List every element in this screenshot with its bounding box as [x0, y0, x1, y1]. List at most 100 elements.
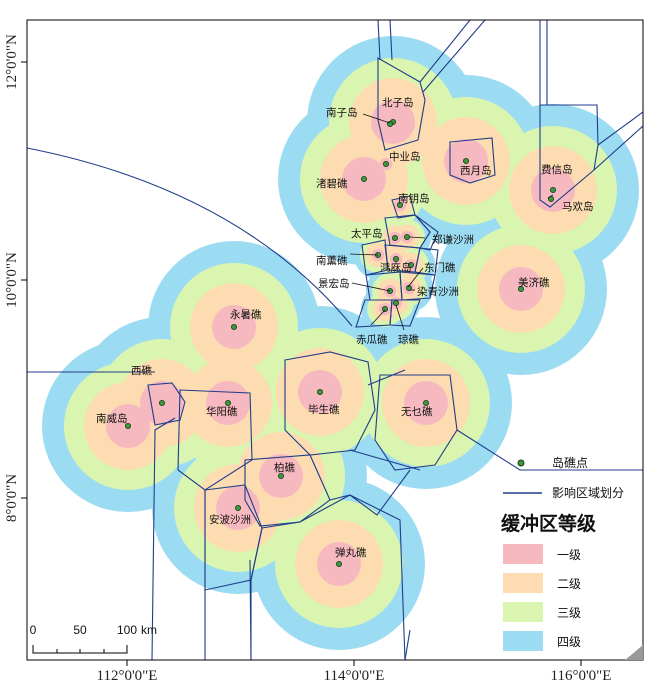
legend-level-label: 三级 [557, 606, 581, 620]
island-point [407, 261, 414, 268]
place-label-dongmen: 东门礁 [424, 261, 456, 274]
boundary-line [367, 369, 406, 386]
place-label-nanzi: 南子岛 [326, 106, 358, 119]
boundary-line [329, 469, 411, 516]
cell-xiyue [449, 137, 496, 184]
island-point [392, 255, 399, 262]
place-label-qiong: 琼礁 [398, 333, 419, 346]
map-frame [26, 19, 644, 661]
leader-line [547, 194, 554, 199]
island-point [396, 201, 403, 208]
place-label-bisheng: 毕生礁 [308, 403, 340, 416]
leader-line [395, 304, 405, 331]
place-label-chigua: 赤瓜礁 [356, 333, 388, 346]
scale-bar-unit: km [141, 623, 157, 637]
legend-boundary-label: 影响区域划分 [552, 485, 624, 500]
frame-ticks [21, 61, 582, 666]
cell-xijiao [147, 382, 186, 426]
legend-swatch-level-1 [503, 544, 543, 564]
place-label-nanyao: 南钥岛 [398, 192, 430, 205]
legend-level-label: 四级 [557, 635, 581, 649]
boundary-line [419, 20, 471, 83]
boundary-line [404, 629, 411, 660]
scale-bar-tick-label: 50 [73, 623, 87, 637]
cell-ranqing [399, 271, 436, 301]
boundary-line [349, 449, 421, 471]
y-axis-label: 12°0'0"N [4, 34, 20, 90]
x-axis-label: 116°0'0"E [551, 668, 612, 684]
place-label-bo: 柏礁 [274, 461, 295, 474]
place-label-ranqing: 染青沙洲 [417, 285, 459, 298]
place-label-nanwei: 南威岛 [96, 412, 128, 425]
y-axis-label: 10°0'0"N [4, 252, 20, 308]
island-point [224, 399, 231, 406]
place-label-zhongye: 中业岛 [389, 150, 421, 163]
boundary-line [597, 111, 643, 146]
place-label-zhubi: 渚碧礁 [316, 177, 348, 190]
scale-bar-line [32, 645, 128, 654]
place-label-danwan: 弹丸礁 [335, 546, 367, 559]
influence-boundaries [27, 20, 643, 660]
island-point [462, 157, 469, 164]
axis-labels: 112°0'0"E 114°0'0"E 116°0'0"E 12°0'0"N 1… [4, 34, 611, 684]
place-label-xijiao: 西礁 [131, 364, 152, 377]
legend-point-symbol [517, 459, 525, 467]
place-label-huayang: 华阳礁 [206, 405, 238, 418]
island-point [518, 285, 525, 292]
island-point [382, 160, 389, 167]
place-label-beizi: 北子岛 [382, 96, 414, 109]
island-point [234, 504, 241, 511]
island-point [125, 422, 132, 429]
scale-bar-tick-label: 0 [30, 623, 37, 637]
legend-level-label: 一级 [557, 548, 581, 562]
scale-bar-tick-label: 100 [117, 623, 137, 637]
cell-beizi [377, 57, 426, 151]
cell-frame-right [456, 429, 643, 471]
leader-line [370, 309, 386, 326]
island-point [550, 186, 557, 193]
legend-title: 缓冲区等级 [501, 512, 596, 535]
leader-line [407, 267, 424, 288]
legend-swatch-level-3 [503, 602, 543, 622]
place-label-yongshu: 永暑礁 [230, 308, 262, 321]
scale-bar: 0 50 100 km [30, 623, 157, 654]
x-axis-label: 112°0'0"E [97, 668, 158, 684]
legend-swatch-level-2 [503, 573, 543, 593]
place-label-jinghong: 景宏岛 [318, 277, 350, 290]
island-point [158, 399, 165, 406]
boundary-line [422, 20, 486, 93]
place-label-mahuan: 马欢岛 [562, 200, 594, 213]
cell-feixin [539, 104, 599, 208]
place-label-zhengqian: 郑谦沙洲 [432, 233, 474, 246]
cell-danwan [250, 494, 406, 660]
island-point [422, 399, 429, 406]
place-label-meiji: 美济礁 [518, 276, 550, 289]
boundary-line [27, 147, 353, 327]
island-points [125, 119, 557, 568]
leader-line [349, 253, 379, 256]
legend-level-label: 二级 [557, 577, 581, 591]
leader-lines [349, 113, 554, 331]
legend-swatch-level-4 [503, 631, 543, 651]
cell-qiong [389, 299, 421, 327]
island-point [230, 323, 237, 330]
place-label-wuye: 无乜礁 [401, 405, 433, 418]
place-label-feixin: 费信岛 [541, 163, 573, 176]
island-point [360, 175, 367, 182]
leader-line [362, 113, 391, 124]
island-point [392, 299, 399, 306]
island-point [335, 561, 342, 568]
land-corner [625, 645, 643, 660]
buffer-zones [42, 36, 639, 650]
leader-line [409, 236, 426, 239]
island-point [277, 472, 284, 479]
place-label-xiyue: 西月岛 [460, 164, 492, 177]
place-label-nanxun: 南薰礁 [316, 254, 348, 267]
island-point [381, 305, 388, 312]
cell-huayang [177, 389, 253, 491]
island-point [391, 234, 398, 241]
boundary-line [377, 20, 381, 61]
boundary-line [593, 125, 643, 171]
y-axis-label: 8°0'0"N [4, 474, 20, 522]
